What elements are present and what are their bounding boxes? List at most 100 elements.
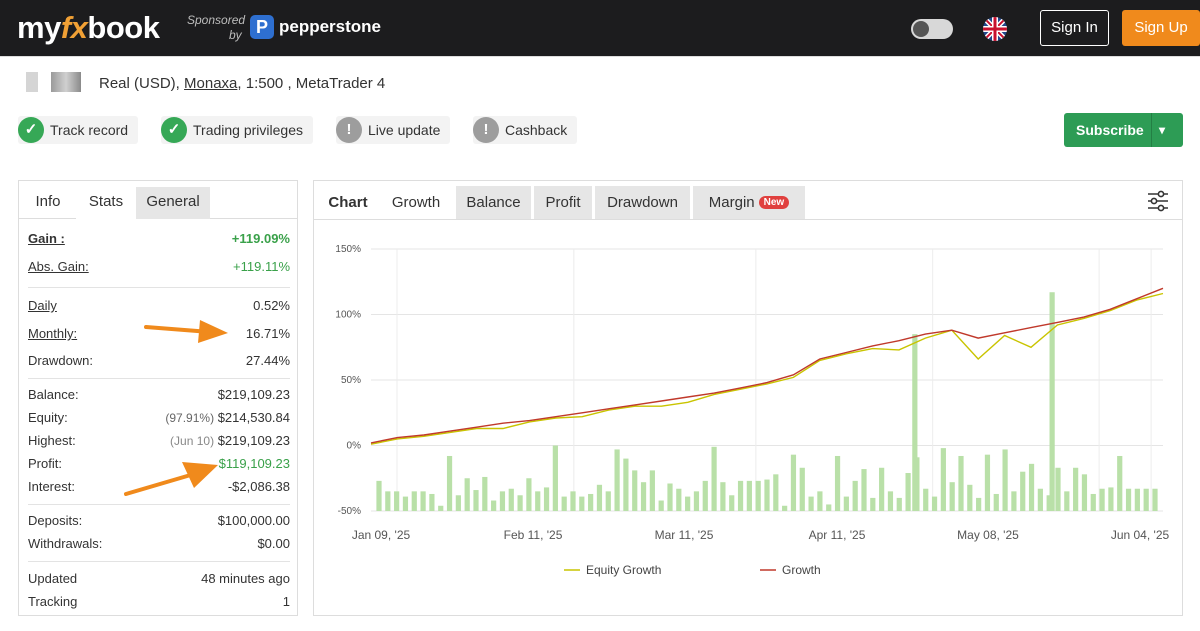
- daily-bar: [861, 469, 867, 511]
- daily-bar: [764, 479, 770, 511]
- daily-bar: [1055, 467, 1061, 511]
- stat-updated: Updated 48 minutes ago: [28, 571, 290, 586]
- stats-panel: Info Stats General Gain : +119.09% Abs. G…: [18, 180, 298, 616]
- daily-bar: [1028, 463, 1035, 511]
- daily-bar: [385, 491, 391, 511]
- daily-bar: [588, 493, 594, 511]
- daily-bar: [464, 478, 470, 511]
- uk-flag-icon[interactable]: [983, 17, 1007, 41]
- badge-cashback[interactable]: ! Cashback: [473, 116, 578, 144]
- daily-bar: [879, 467, 885, 511]
- stat-drawdown: Drawdown: 27.44%: [28, 353, 290, 368]
- subscribe-button[interactable]: Subscribe ▾: [1064, 113, 1183, 147]
- tab-growth[interactable]: Growth: [391, 194, 441, 211]
- daily-bar: [1081, 474, 1088, 511]
- daily-bar: [411, 491, 417, 511]
- tab-stats[interactable]: Stats: [76, 187, 136, 219]
- tab-chart[interactable]: Chart: [328, 194, 368, 211]
- daily-bar: [446, 455, 453, 511]
- account-info: Real (USD), Monaxa, 1:500 , MetaTrader 4: [99, 75, 386, 92]
- badge-live-update[interactable]: ! Live update: [336, 116, 451, 144]
- daily-bar: [958, 455, 964, 511]
- redacted-avatar: [26, 72, 38, 92]
- daily-bar: [552, 445, 558, 511]
- tab-general[interactable]: General: [136, 187, 210, 219]
- stat-daily: Daily 0.52%: [28, 298, 290, 313]
- badge-trading-privileges[interactable]: ✓ Trading privileges: [161, 116, 313, 144]
- daily-bar: [773, 474, 779, 511]
- stat-gain: Gain : +119.09%: [28, 231, 290, 246]
- daily-bar: [1020, 471, 1026, 511]
- daily-bar: [931, 496, 938, 511]
- daily-bar: [1073, 467, 1079, 511]
- sponsored-label: Sponsored by: [187, 13, 246, 42]
- exclamation-icon: !: [473, 117, 499, 143]
- daily-bar: [843, 496, 849, 511]
- theme-toggle-icon[interactable]: [911, 19, 953, 39]
- daily-bar: [870, 497, 876, 511]
- chart-panel: Chart Growth Balance Profit Drawdown Mar…: [313, 180, 1183, 616]
- stat-monthly: Monthly: 16.71%: [28, 326, 290, 341]
- x-tick-label: Feb 11, '25: [504, 528, 563, 542]
- sponsor-name[interactable]: pepperstone: [279, 17, 382, 36]
- daily-bar: [1002, 449, 1008, 511]
- daily-bar: [420, 491, 426, 511]
- daily-bar: [570, 491, 576, 511]
- stat-balance: Balance: $219,109.23: [28, 387, 290, 402]
- chevron-down-icon[interactable]: ▾: [1159, 123, 1166, 137]
- tab-info[interactable]: Info: [35, 193, 61, 210]
- daily-bar: [1099, 488, 1105, 511]
- daily-bar: [852, 480, 858, 511]
- equity-growth-line: [370, 292, 1164, 445]
- myfxbook-logo[interactable]: myfxbook: [17, 10, 160, 45]
- daily-bar: [667, 483, 673, 511]
- stat-interest: Interest: -$2,086.38: [28, 479, 290, 494]
- daily-bar: [614, 449, 620, 511]
- sign-up-button[interactable]: Sign Up: [1122, 10, 1200, 46]
- growth-chart[interactable]: 150% 100% 50% 0% -50% Jan 09, '25 Feb 11, '25…: [314, 221, 1182, 613]
- daily-bar: [438, 505, 444, 511]
- daily-bar: [905, 473, 911, 511]
- check-icon: ✓: [18, 117, 44, 143]
- tab-margin[interactable]: Margin New: [693, 186, 805, 219]
- daily-bar: [1117, 455, 1123, 511]
- daily-bar: [685, 496, 691, 511]
- daily-bar: [720, 482, 726, 511]
- daily-bar: [579, 496, 585, 511]
- pepperstone-logo-icon[interactable]: P: [250, 15, 274, 39]
- daily-bar: [984, 454, 991, 511]
- check-icon: ✓: [161, 117, 187, 143]
- daily-bar: [1037, 488, 1043, 511]
- daily-bar: [826, 504, 832, 511]
- daily-bar: [834, 455, 841, 511]
- badge-track-record[interactable]: ✓ Track record: [18, 116, 139, 144]
- annotation-arrow-profit: [124, 462, 218, 496]
- daily-bar: [711, 446, 717, 511]
- daily-bar: [1125, 488, 1132, 511]
- daily-bar: [940, 448, 946, 511]
- daily-bar: [887, 491, 894, 511]
- tab-profit[interactable]: Profit: [534, 186, 592, 219]
- daily-bar-spike: [912, 334, 918, 511]
- sign-in-button[interactable]: Sign In: [1040, 10, 1109, 46]
- daily-bar: [455, 495, 461, 511]
- daily-bar: [790, 454, 797, 511]
- daily-bar: [746, 480, 752, 511]
- daily-bar: [737, 480, 744, 511]
- daily-bar: [782, 505, 788, 511]
- daily-bar: [1152, 488, 1158, 511]
- broker-link[interactable]: Monaxa: [184, 75, 238, 92]
- x-tick-label: May 08, '25: [957, 528, 1019, 542]
- daily-bar: [693, 491, 700, 511]
- daily-bar: [649, 470, 655, 511]
- stat-withdrawals: Withdrawals: $0.00: [28, 536, 290, 551]
- x-tick-label: Jun 04, '25: [1111, 528, 1170, 542]
- tab-balance[interactable]: Balance: [456, 186, 531, 219]
- tab-drawdown[interactable]: Drawdown: [595, 186, 690, 219]
- chart-settings-icon[interactable]: [1146, 189, 1170, 213]
- daily-bar: [799, 467, 805, 511]
- y-tick-label: 100%: [335, 310, 361, 321]
- daily-bar: [1134, 488, 1140, 511]
- daily-bar-spike: [1049, 292, 1055, 511]
- daily-bar: [1108, 487, 1114, 511]
